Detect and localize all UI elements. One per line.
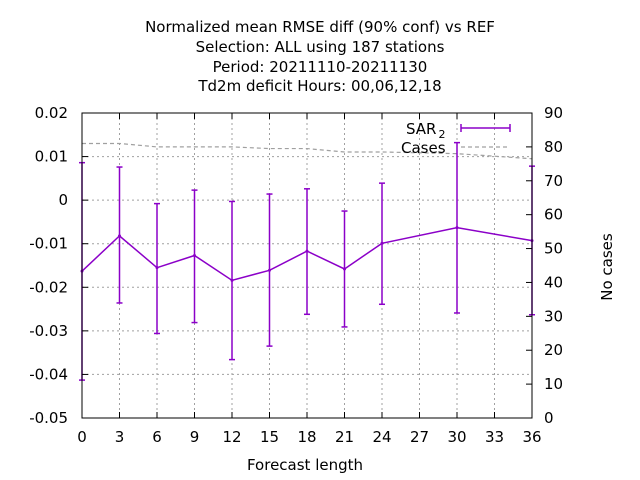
y2-tick-label: 40 — [544, 273, 563, 291]
y-tick-label: -0.05 — [29, 409, 68, 427]
y2-tick-label: 80 — [544, 138, 563, 156]
sar2-point — [193, 253, 196, 257]
cases-series — [82, 142, 533, 160]
title-line-1: Normalized mean RMSE diff (90% conf) vs … — [145, 18, 495, 36]
y2-tick-label: 0 — [544, 409, 554, 427]
legend-sar2-subscript: 2 — [438, 128, 445, 141]
title-line-4: Td2m deficit Hours: 00,06,12,18 — [197, 77, 441, 95]
y2-tick-label: 90 — [544, 104, 563, 122]
x-axis-label: Forecast length — [247, 456, 363, 474]
y2-tick-label: 10 — [544, 375, 563, 393]
y2-tick-label: 60 — [544, 206, 563, 224]
sar2-point — [305, 249, 309, 253]
legend-sar2-label: SAR 2 — [406, 120, 445, 141]
x-tick-label: 33 — [485, 428, 504, 446]
sar2-point — [155, 266, 159, 270]
sar2-point — [380, 241, 384, 245]
y-tick-label: 0.02 — [35, 104, 68, 122]
y-tick-label: 0.01 — [35, 148, 68, 166]
y2-tick-label: 20 — [544, 341, 563, 359]
x-tick-label: 24 — [372, 428, 391, 446]
sar2-point — [230, 278, 234, 282]
x-tick-label: 15 — [260, 428, 279, 446]
x-tick-label: 27 — [410, 428, 429, 446]
x-tick-label: 3 — [115, 428, 125, 446]
y-tick-label: -0.04 — [29, 365, 68, 383]
legend-sar2-swatch — [460, 124, 511, 132]
y2-tick-label: 70 — [544, 172, 563, 190]
sar2-point — [118, 234, 121, 238]
title-line-3: Period: 20211110-20211130 — [213, 58, 428, 76]
y-tick-label: -0.03 — [29, 322, 68, 340]
x-tick-label: 0 — [77, 428, 87, 446]
legend-sar2-name: SAR — [406, 120, 436, 138]
y-tick-label: 0 — [58, 191, 68, 209]
x-tick-label: 9 — [190, 428, 200, 446]
sar2-point — [343, 267, 346, 271]
chart-title: Normalized mean RMSE diff (90% conf) vs … — [145, 18, 495, 95]
x-tick-label: 36 — [522, 428, 541, 446]
cases-line — [82, 142, 533, 160]
x-tick-label: 6 — [152, 428, 162, 446]
y2-tick-label: 50 — [544, 240, 563, 258]
x-tick-label: 21 — [335, 428, 354, 446]
axis-ticks: 0 3 6 9 12 15 18 21 24 27 30 33 36-0.05-0.04-0.03-0.… — [29, 104, 563, 446]
sar2-point — [455, 226, 459, 230]
x-tick-label: 18 — [297, 428, 316, 446]
title-line-2: Selection: ALL using 187 stations — [196, 38, 445, 56]
legend: SAR 2 Cases — [401, 120, 511, 157]
y-tick-label: -0.02 — [29, 278, 68, 296]
legend-cases-label: Cases — [401, 139, 446, 157]
y-tick-label: -0.01 — [29, 235, 68, 253]
right-y-axis-label: No cases — [598, 233, 616, 301]
sar2-point — [268, 268, 271, 272]
x-tick-label: 30 — [447, 428, 466, 446]
y2-tick-label: 30 — [544, 307, 563, 325]
x-tick-label: 12 — [222, 428, 241, 446]
